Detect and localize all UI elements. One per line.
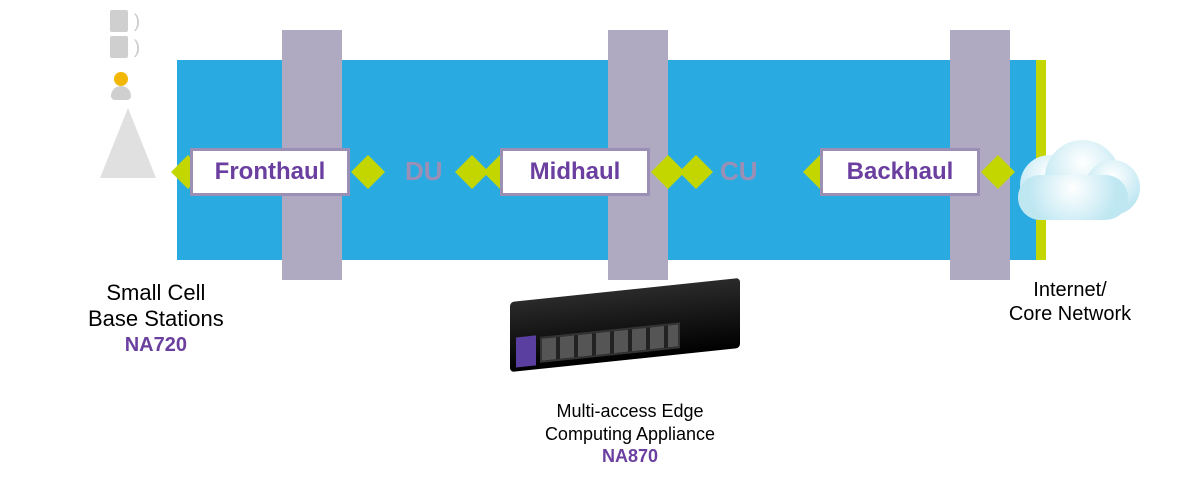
cu-label: CU	[720, 156, 758, 187]
cloud-icon	[1010, 140, 1130, 215]
backhaul-label: Backhaul	[847, 158, 954, 186]
smallcell-tower-icon: ))) )))	[110, 10, 156, 178]
appliance-line2: Computing Appliance	[500, 423, 760, 446]
backhaul-box: Backhaul	[820, 148, 980, 196]
chassis-icon	[510, 278, 740, 372]
smallcell-product: NA720	[88, 333, 224, 357]
antenna-icon: )))	[110, 36, 156, 58]
midhaul-label: Midhaul	[530, 158, 621, 186]
cloud-line1: Internet/	[995, 278, 1145, 302]
smallcell-caption: Small Cell Base Stations NA720	[88, 280, 224, 357]
midhaul-box: Midhaul	[500, 148, 650, 196]
appliance-product: NA870	[500, 445, 760, 468]
appliance-caption: Multi-access Edge Computing Appliance NA…	[500, 400, 760, 468]
du-label: DU	[405, 156, 443, 187]
antenna-icon: )))	[110, 10, 156, 32]
smallcell-line2: Base Stations	[88, 306, 224, 332]
fronthaul-label: Fronthaul	[215, 158, 326, 186]
cloud-line2: Core Network	[995, 302, 1145, 326]
fronthaul-box: Fronthaul	[190, 148, 350, 196]
smallcell-line1: Small Cell	[88, 280, 224, 306]
cu-text: CU	[720, 156, 758, 186]
du-text: DU	[405, 156, 443, 186]
cloud-caption: Internet/ Core Network	[995, 278, 1145, 326]
person-icon	[114, 72, 128, 86]
diagram-stage: Fronthaul Midhaul Backhaul DU CU ))) )))…	[0, 0, 1200, 500]
tower-base-icon	[100, 108, 156, 178]
appliance-line1: Multi-access Edge	[500, 400, 760, 423]
appliance-icon	[510, 278, 740, 402]
